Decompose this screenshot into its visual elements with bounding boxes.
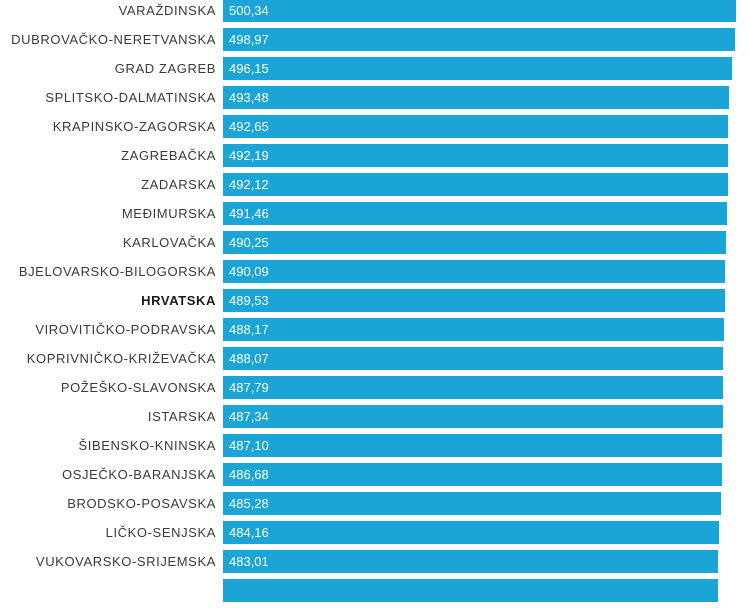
- bar-row: VUKOVARSKO-SRIJEMSKA 483,01: [0, 550, 750, 579]
- category-label: BRODSKO-POSAVSKA: [67, 496, 216, 511]
- bar-row: GRAD ZAGREB 496,15: [0, 57, 750, 86]
- value-label: 487,79: [229, 380, 269, 395]
- value-label: 492,19: [229, 148, 269, 163]
- value-label: 500,34: [229, 3, 269, 18]
- bar: [223, 405, 723, 428]
- category-label: ZADARSKA: [141, 177, 216, 192]
- category-label: VARAŽDINSKA: [118, 3, 216, 18]
- category-label: [0, 579, 216, 602]
- bar-row: KARLOVAČKA 490,25: [0, 231, 750, 260]
- bar: [223, 318, 724, 341]
- category-label: HRVATSKA: [141, 293, 216, 308]
- bar-row: ZADARSKA 492,12: [0, 173, 750, 202]
- category-label: KOPRIVNIČKO-KRIŽEVAČKA: [26, 351, 216, 366]
- bar: [223, 57, 732, 80]
- bar: [223, 173, 728, 196]
- bar: [223, 289, 725, 312]
- bar: [223, 434, 722, 457]
- bar-row: DUBROVAČKO-NERETVANSKA 498,97: [0, 28, 750, 57]
- category-label: KRAPINSKO-ZAGORSKA: [52, 119, 216, 134]
- bar-row: POŽEŠKO-SLAVONSKA 487,79: [0, 376, 750, 405]
- value-label: 489,53: [229, 293, 269, 308]
- value-label: 488,07: [229, 351, 269, 366]
- category-label: DUBROVAČKO-NERETVANSKA: [11, 32, 216, 47]
- bar-row: HRVATSKA 489,53: [0, 289, 750, 318]
- category-label: POŽEŠKO-SLAVONSKA: [60, 380, 216, 395]
- bar: [223, 521, 719, 544]
- bar-row: [0, 579, 750, 608]
- bar-row: ŠIBENSKO-KNINSKA 487,10: [0, 434, 750, 463]
- value-label: 484,16: [229, 525, 269, 540]
- category-label: KARLOVAČKA: [122, 235, 216, 250]
- bar-row: SPLITSKO-DALMATINSKA 493,48: [0, 86, 750, 115]
- category-label: VUKOVARSKO-SRIJEMSKA: [35, 554, 216, 569]
- bar-row: VARAŽDINSKA 500,34: [0, 0, 750, 28]
- value-label: 483,01: [229, 554, 269, 569]
- value-label: 492,12: [229, 177, 269, 192]
- bar-row: BJELOVARSKO-BILOGORSKA 490,09: [0, 260, 750, 289]
- bar: [223, 579, 718, 602]
- category-label: ŠIBENSKO-KNINSKA: [78, 438, 216, 453]
- bar: [223, 115, 728, 138]
- category-label: ZAGREBAČKA: [121, 148, 216, 163]
- bar: [223, 463, 722, 486]
- bar-row: OSJEČKO-BARANJSKA 486,68: [0, 463, 750, 492]
- bar-row: ISTARSKA 487,34: [0, 405, 750, 434]
- category-label: GRAD ZAGREB: [114, 61, 216, 76]
- value-label: 498,97: [229, 32, 269, 47]
- bar-row: LIČKO-SENJSKA 484,16: [0, 521, 750, 550]
- category-label: ISTARSKA: [147, 409, 216, 424]
- bar: [223, 492, 721, 515]
- category-label: VIROVITIČKO-PODRAVSKA: [35, 322, 216, 337]
- bar: [223, 202, 727, 225]
- value-label: 496,15: [229, 61, 269, 76]
- value-label: 487,34: [229, 409, 269, 424]
- value-label: 487,10: [229, 438, 269, 453]
- bar: [223, 376, 723, 399]
- value-label: 490,25: [229, 235, 269, 250]
- value-label: 493,48: [229, 90, 269, 105]
- bar: [223, 260, 725, 283]
- value-label: 492,65: [229, 119, 269, 134]
- category-label: SPLITSKO-DALMATINSKA: [45, 90, 216, 105]
- value-label: 488,17: [229, 322, 269, 337]
- bar: [223, 144, 728, 167]
- value-label: 485,28: [229, 496, 269, 511]
- bar: [223, 0, 736, 22]
- bar: [223, 86, 729, 109]
- bar: [223, 550, 718, 573]
- value-label: 491,46: [229, 206, 269, 221]
- value-label: 486,68: [229, 467, 269, 482]
- category-label: LIČKO-SENJSKA: [105, 525, 216, 540]
- category-label: BJELOVARSKO-BILOGORSKA: [18, 264, 216, 279]
- category-label: MEĐIMURSKA: [121, 206, 216, 221]
- bar: [223, 347, 723, 370]
- value-label: 490,09: [229, 264, 269, 279]
- bar-row: ZAGREBAČKA 492,19: [0, 144, 750, 173]
- bar-row: BRODSKO-POSAVSKA 485,28: [0, 492, 750, 521]
- category-label: OSJEČKO-BARANJSKA: [62, 467, 216, 482]
- bar-row: KOPRIVNIČKO-KRIŽEVAČKA 488,07: [0, 347, 750, 376]
- bar-row: KRAPINSKO-ZAGORSKA 492,65: [0, 115, 750, 144]
- bar-row: MEĐIMURSKA 491,46: [0, 202, 750, 231]
- bar: [223, 231, 726, 254]
- bar: [223, 28, 735, 51]
- bar-row: VIROVITIČKO-PODRAVSKA 488,17: [0, 318, 750, 347]
